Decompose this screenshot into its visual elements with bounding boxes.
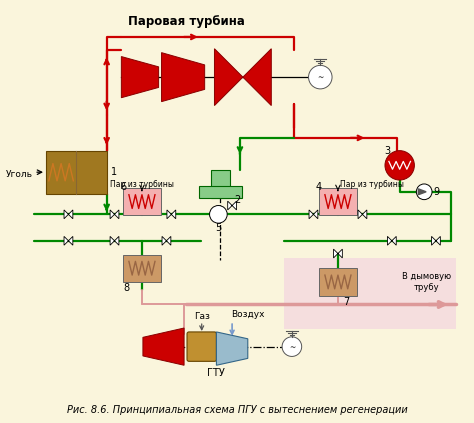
Polygon shape bbox=[121, 57, 159, 98]
Polygon shape bbox=[387, 236, 396, 245]
Polygon shape bbox=[228, 201, 237, 210]
Bar bbox=[319, 188, 356, 215]
Polygon shape bbox=[167, 210, 176, 219]
Polygon shape bbox=[309, 210, 318, 219]
Text: 3: 3 bbox=[384, 146, 390, 156]
Polygon shape bbox=[162, 52, 205, 102]
Text: 9: 9 bbox=[433, 187, 439, 197]
Text: Паровая турбина: Паровая турбина bbox=[128, 15, 245, 28]
Polygon shape bbox=[431, 236, 440, 245]
Text: Уголь: Уголь bbox=[6, 170, 33, 179]
Text: ГТУ: ГТУ bbox=[207, 368, 224, 378]
Polygon shape bbox=[358, 210, 367, 219]
Polygon shape bbox=[243, 49, 271, 106]
Polygon shape bbox=[214, 49, 243, 106]
Circle shape bbox=[282, 337, 301, 357]
Bar bbox=[123, 255, 161, 282]
Text: 7: 7 bbox=[343, 297, 349, 307]
Text: Воздух: Воздух bbox=[231, 310, 264, 319]
Bar bbox=[319, 268, 356, 296]
Text: ~: ~ bbox=[317, 73, 323, 82]
Circle shape bbox=[416, 184, 432, 200]
Bar bbox=[123, 188, 161, 215]
Polygon shape bbox=[143, 328, 184, 365]
Text: 4: 4 bbox=[315, 182, 321, 192]
Text: 6: 6 bbox=[120, 182, 127, 192]
Text: 1: 1 bbox=[110, 167, 117, 177]
FancyBboxPatch shape bbox=[187, 332, 217, 361]
Text: 5: 5 bbox=[215, 223, 221, 233]
Text: Пар из турбины: Пар из турбины bbox=[110, 181, 174, 190]
Text: 2: 2 bbox=[234, 195, 240, 205]
Bar bbox=[46, 151, 107, 194]
Polygon shape bbox=[64, 210, 73, 219]
Circle shape bbox=[210, 206, 227, 223]
Polygon shape bbox=[110, 236, 119, 245]
Bar bbox=[199, 186, 242, 198]
Text: 8: 8 bbox=[123, 283, 129, 293]
Bar bbox=[210, 170, 230, 198]
Text: ~: ~ bbox=[289, 343, 295, 352]
Polygon shape bbox=[418, 189, 426, 195]
Text: Пар из турбины: Пар из турбины bbox=[340, 181, 404, 190]
Text: Рис. 8.6. Принципиальная схема ПГУ с вытеснением регенерации: Рис. 8.6. Принципиальная схема ПГУ с выт… bbox=[67, 405, 407, 415]
Text: В дымовую
трубу: В дымовую трубу bbox=[401, 272, 451, 291]
Polygon shape bbox=[64, 236, 73, 245]
Polygon shape bbox=[110, 210, 119, 219]
Text: Газ: Газ bbox=[194, 312, 210, 321]
Circle shape bbox=[385, 151, 414, 180]
Polygon shape bbox=[334, 249, 342, 258]
Bar bbox=[284, 258, 456, 329]
Circle shape bbox=[309, 66, 332, 89]
Polygon shape bbox=[162, 236, 171, 245]
Polygon shape bbox=[217, 332, 248, 365]
